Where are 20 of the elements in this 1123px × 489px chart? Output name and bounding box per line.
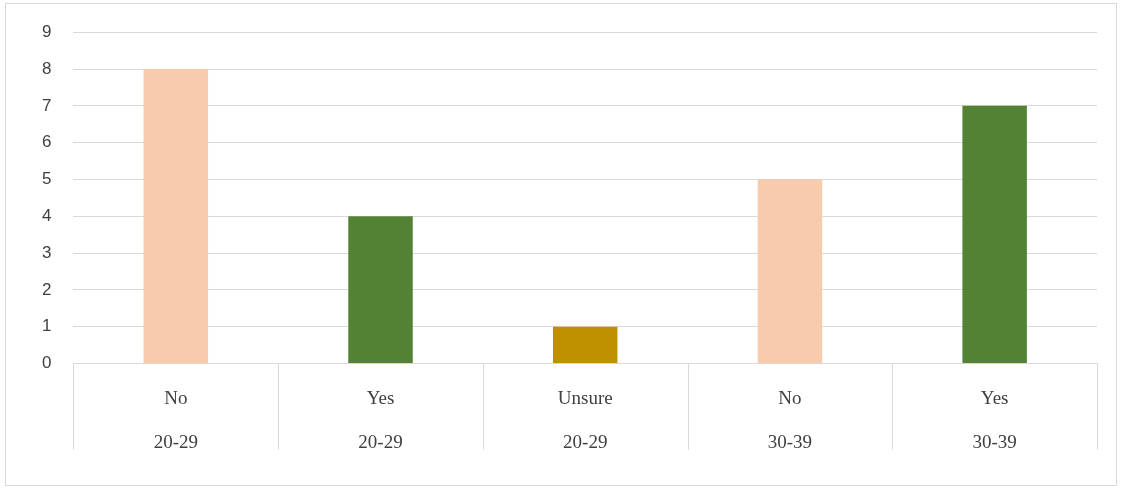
bar [962,105,1027,364]
x-tick-label: Unsure 20-29 [557,387,613,453]
x-tick-label: No 20-29 [153,387,198,453]
y-tick-label: 8 [41,58,52,78]
x-tick-label: Yes 20-29 [358,387,403,453]
y-tick-label: 3 [41,242,52,262]
bar [348,216,413,364]
y-tick-label: 5 [41,169,52,189]
x-tick-label: Yes 30-39 [972,387,1017,453]
y-tick-label: 6 [41,132,52,152]
y-tick-label: 1 [41,316,52,336]
y-tick-label: 4 [41,206,52,225]
bar [143,69,209,364]
y-tick-label: 7 [41,95,52,115]
x-tick-label: No 30-39 [767,387,813,453]
bar [757,179,823,364]
bar [552,326,618,364]
y-tick-label: 9 [41,21,52,41]
y-tick-label: 0 [41,353,52,373]
y-tick-label: 2 [41,279,52,299]
